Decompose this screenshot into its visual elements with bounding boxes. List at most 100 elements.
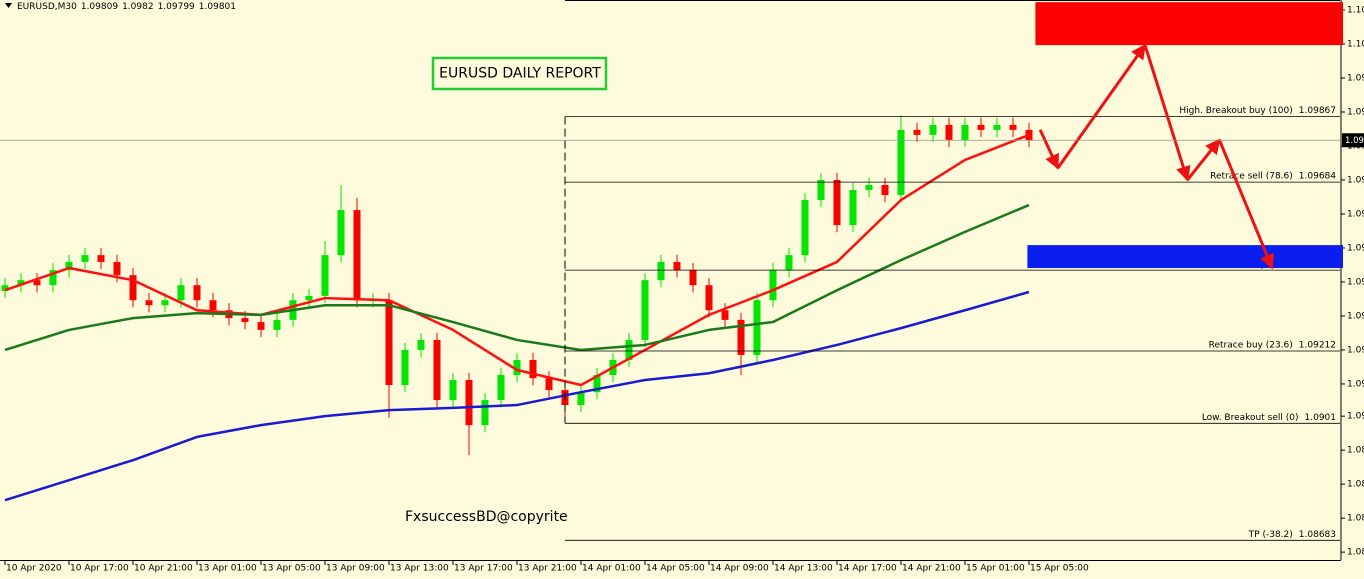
x-tick-label: 14 Apr 21:00 (902, 564, 961, 574)
moving-average (4, 290, 1030, 502)
zone (1027, 245, 1343, 269)
x-tick-label: 13 Apr 17:00 (454, 564, 513, 574)
y-tick-label: 1.09595 (1347, 209, 1364, 219)
chart-title: EURUSD DAILY REPORT (439, 66, 601, 82)
candle-body (321, 255, 329, 296)
y-tick-label: 1.08650 (1347, 548, 1364, 558)
candle-body (689, 270, 697, 286)
candle-body (785, 255, 793, 271)
y-tick-label: 1.09310 (1347, 311, 1364, 321)
candle-body (881, 184, 889, 196)
candle-body (833, 179, 841, 226)
header: EURUSD,M30 1.09809 1.0982 1.09799 1.09801 (17, 2, 236, 12)
level-label: High. Breakout buy (100) (1179, 106, 1292, 116)
level-value: 1.08683 (1299, 530, 1336, 540)
x-tick-label: 15 Apr 01:00 (966, 564, 1025, 574)
candle-body (161, 300, 169, 306)
candle-body (305, 295, 313, 301)
level-value: 1.0901 (1305, 413, 1337, 423)
candle-body (993, 124, 1001, 130)
candle-body (465, 380, 473, 426)
candle-body (257, 322, 265, 330)
y-tick-label: 1.09215 (1347, 345, 1364, 355)
header-open: 1.09809 (81, 2, 118, 12)
candle-body (737, 319, 745, 355)
candle-body (97, 255, 105, 262)
y-tick-label: 1.08840 (1347, 480, 1364, 490)
candle-body (353, 210, 361, 301)
candle-body (81, 255, 89, 262)
x-tick-label: 13 Apr 13:00 (390, 564, 449, 574)
candle-body (513, 359, 521, 376)
candle-body (145, 300, 153, 306)
candle-body (897, 129, 905, 196)
x-tick-label: 13 Apr 05:00 (262, 564, 321, 574)
candle-body (529, 359, 537, 379)
x-tick-label: 14 Apr 17:00 (838, 564, 897, 574)
watermark: FxsuccessBD@copyrite (405, 509, 568, 525)
candle-body (977, 124, 985, 130)
candle-body (17, 280, 25, 286)
forecast-arrow (1056, 43, 1147, 170)
candle-body (817, 179, 825, 201)
candle-body (273, 319, 281, 330)
candle-body (625, 339, 633, 360)
y-tick-label: 1.09120 (1347, 379, 1364, 389)
candle-body (913, 129, 921, 135)
symbol: EURUSD,M30 (17, 2, 77, 12)
candle-body (1, 285, 9, 291)
candle-body (545, 378, 553, 391)
zone (1035, 2, 1343, 46)
level-label: TP (-38.2) (1248, 530, 1293, 540)
candle-body (337, 210, 345, 256)
candle-body (241, 318, 249, 323)
candle-body (657, 261, 665, 281)
candle-body (849, 190, 857, 226)
y-tick-label: 1.08935 (1347, 446, 1364, 456)
candle-body (209, 300, 217, 311)
candle-body (177, 285, 185, 301)
x-tick-label: 10 Apr 2020 (6, 564, 62, 574)
candle-body (769, 270, 777, 301)
x-tick-label: 10 Apr 21:00 (134, 564, 193, 574)
candle-body (801, 200, 809, 256)
level-value: 1.09684 (1299, 172, 1336, 182)
level-label: Low. Breakout sell (0) (1202, 413, 1299, 423)
y-tick-label: 1.09405 (1347, 277, 1364, 287)
header-high: 1.0982 (122, 2, 154, 12)
forecast-arrow (1218, 139, 1274, 270)
title-box (431, 56, 608, 91)
forecast-arrow (1143, 44, 1191, 182)
y-tick-label: 1.09880 (1347, 108, 1364, 118)
x-tick-label: 14 Apr 01:00 (582, 564, 641, 574)
candle-body (401, 349, 409, 386)
candle-body (641, 280, 649, 340)
candle-body (385, 300, 393, 386)
candle-body (193, 285, 201, 301)
candle-body (113, 261, 121, 276)
forecast-arrow (1186, 138, 1221, 181)
x-tick-label: 15 Apr 05:00 (1030, 564, 1089, 574)
y-tick-label: 1.10070 (1347, 40, 1364, 50)
candle-body (945, 124, 953, 140)
x-tick-label: 14 Apr 09:00 (710, 564, 769, 574)
y-tick-label: 1.09030 (1347, 412, 1364, 422)
level-label: Retrace buy (23.6) (1209, 341, 1293, 351)
candle-body (449, 380, 457, 401)
header-close: 1.09801 (199, 2, 236, 12)
candle-body (961, 124, 969, 140)
candle-body (721, 310, 729, 320)
candle-body (577, 392, 585, 406)
candle-body (865, 184, 873, 191)
moving-average (4, 133, 1030, 387)
x-tick-label: 14 Apr 13:00 (774, 564, 833, 574)
y-tick-label: 1.09690 (1347, 175, 1364, 185)
y-tick-label: 1.09975 (1347, 74, 1364, 84)
y-tick-label: 1.09500 (1347, 243, 1364, 253)
y-tick-label: 1.10165 (1347, 6, 1364, 16)
level-value: 1.09212 (1299, 341, 1336, 351)
candle-body (481, 400, 489, 426)
candle-body (593, 375, 601, 393)
